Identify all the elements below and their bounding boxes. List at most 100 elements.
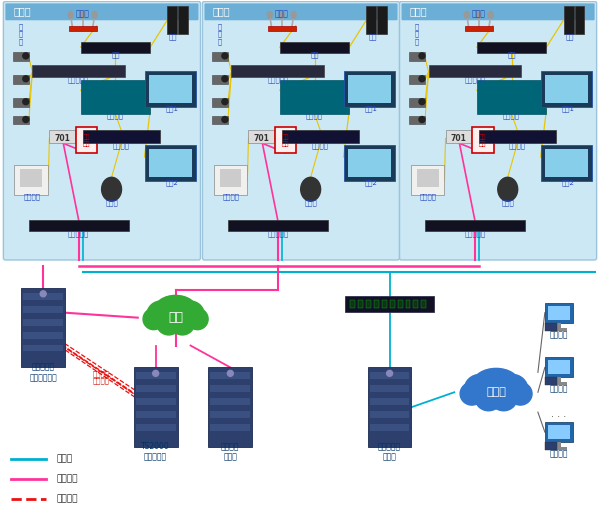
Bar [248,130,274,143]
Text: 后台备份
服务器: 后台备份 服务器 [221,442,239,462]
Bar [557,323,561,328]
Bar [145,71,196,107]
Circle shape [386,370,392,377]
Ellipse shape [187,308,208,330]
Text: 互联网直播
服务器: 互联网直播 服务器 [378,442,401,462]
Ellipse shape [176,301,205,329]
Bar [545,149,589,177]
Bar [382,300,386,308]
Text: 触摸屏: 触摸屏 [502,200,514,206]
Circle shape [227,370,233,377]
Text: 互联网: 互联网 [486,387,506,397]
Bar [368,367,412,447]
Text: 媒体矩阵: 媒体矩阵 [503,113,520,120]
Bar [548,306,570,320]
Text: 音箱: 音箱 [565,34,574,40]
Text: 管理服务器
（紫光华宇）: 管理服务器 （紫光华宇） [29,363,57,382]
Circle shape [23,98,29,105]
Bar [541,145,592,181]
Text: 电视2: 电视2 [166,180,179,186]
Ellipse shape [80,11,85,18]
Bar [212,75,228,84]
Text: 媒体矩阵: 媒体矩阵 [306,113,323,120]
Bar [479,130,556,143]
Text: 麦克风: 麦克风 [76,9,89,18]
Bar [280,42,349,53]
Bar [212,52,228,61]
Circle shape [222,98,228,105]
Text: 音箱: 音箱 [368,34,377,40]
Bar [358,300,363,308]
Text: 直播用户: 直播用户 [550,330,568,339]
Bar [281,130,359,143]
Text: 专网: 专网 [168,311,183,324]
Text: 数字调音台: 数字调音台 [68,77,89,84]
Text: 电视2: 电视2 [365,180,378,186]
Bar [347,149,391,177]
Circle shape [419,98,425,105]
Bar [178,6,188,34]
Bar [211,398,250,405]
Bar [268,26,296,31]
Bar [406,300,410,308]
Bar [21,288,65,367]
Bar [211,411,250,418]
Circle shape [419,76,425,82]
Circle shape [23,76,29,82]
Bar [374,300,379,308]
Text: 媒体矩阵: 媒体矩阵 [107,113,124,120]
Bar [477,42,547,53]
Circle shape [23,116,29,123]
FancyBboxPatch shape [5,4,199,21]
Bar [136,411,176,418]
Bar [557,442,561,447]
Bar [227,221,328,231]
Bar [32,65,125,77]
Ellipse shape [509,382,532,405]
Bar [29,221,129,231]
Bar [13,97,29,107]
Bar [446,130,472,143]
Text: 专网线路: 专网线路 [56,475,77,483]
Bar [214,165,247,194]
FancyBboxPatch shape [400,2,596,260]
Circle shape [419,53,425,59]
Bar [208,367,252,447]
Bar [425,221,525,231]
Bar [23,293,63,300]
Bar [13,52,29,61]
Bar [13,75,29,84]
Bar [49,130,75,143]
FancyBboxPatch shape [401,4,595,21]
Circle shape [152,370,158,377]
Text: 视频展台: 视频展台 [223,193,240,200]
Text: 直播用户: 直播用户 [550,449,568,459]
Bar [545,422,573,442]
Bar [68,26,97,31]
Ellipse shape [157,308,194,333]
Bar [275,127,296,153]
Text: 物理
隔离: 物理 隔离 [83,135,90,147]
Text: 中控主机: 中控主机 [509,142,526,149]
Bar [428,65,521,77]
Text: 麦克风: 麦克风 [472,9,486,18]
Text: TS2000
管理服务器: TS2000 管理服务器 [141,442,170,462]
Bar [545,75,589,103]
Ellipse shape [464,374,496,404]
Bar [545,358,573,378]
Bar [545,442,557,450]
Bar [421,300,427,308]
Bar [409,52,425,61]
Ellipse shape [267,11,272,18]
Bar [410,165,445,194]
Bar [548,361,570,374]
Bar [23,306,63,313]
Bar [398,300,403,308]
Bar [350,300,355,308]
Ellipse shape [301,177,320,201]
Bar [23,331,63,339]
Text: 二法庭: 二法庭 [212,6,230,16]
Text: · · ·: · · · [551,412,566,422]
Bar [545,303,573,323]
Text: 编码服务器: 编码服务器 [68,230,89,236]
